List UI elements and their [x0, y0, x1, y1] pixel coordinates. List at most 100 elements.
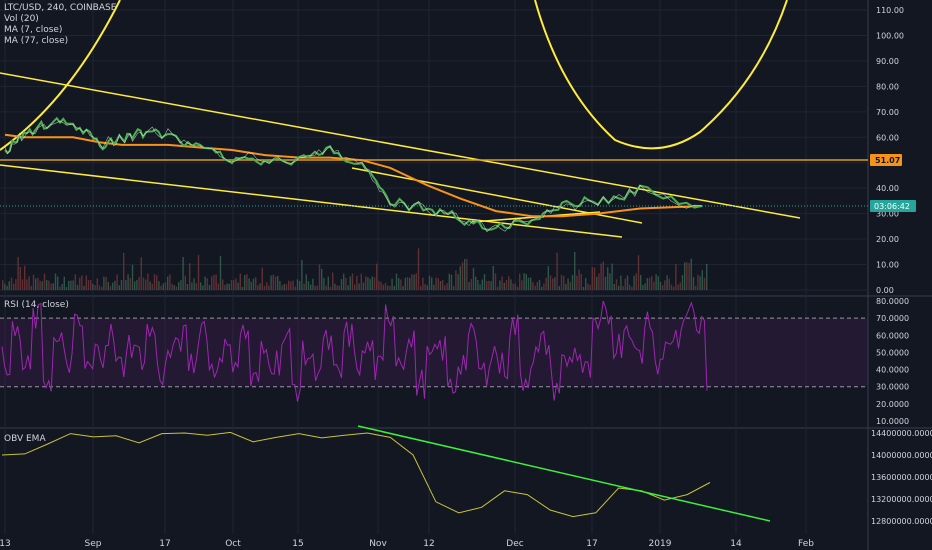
- volume-bar: [274, 276, 277, 290]
- price-tick-label: 80.00: [876, 82, 899, 91]
- volume-bar: [569, 282, 571, 290]
- volume-bar: [123, 252, 125, 290]
- volume-bar: [574, 251, 576, 290]
- volume-bar: [184, 275, 186, 290]
- volume-bar: [512, 283, 514, 290]
- symbol-title[interactable]: LTC/USD, 240, COINBASE: [4, 3, 117, 13]
- volume-bar: [65, 286, 68, 290]
- volume-bar: [228, 283, 230, 290]
- volume-bar: [239, 273, 241, 290]
- volume-bar: [697, 274, 699, 290]
- volume-bar: [448, 273, 450, 290]
- volume-bar: [57, 276, 59, 290]
- volume-bar: [50, 283, 52, 290]
- volume-bar: [558, 286, 560, 290]
- volume-bar: [74, 274, 76, 290]
- volume-bar: [468, 282, 470, 290]
- volume-bar: [703, 277, 706, 290]
- rsi-title[interactable]: RSI (14, close): [4, 300, 69, 310]
- volume-bar: [400, 279, 402, 290]
- volume-bar: [206, 278, 208, 290]
- price-tick-label: 0.00: [876, 286, 894, 295]
- price-tick-label: 30.00: [876, 210, 899, 219]
- volume-bar: [285, 284, 288, 290]
- volume-bar: [246, 274, 248, 290]
- volume-bar: [142, 277, 145, 290]
- x-tick-label: Oct: [225, 539, 241, 549]
- volume-bar: [263, 285, 266, 290]
- volume-bar: [666, 275, 668, 290]
- volume-bar: [28, 276, 30, 290]
- obv-trendline: [357, 425, 771, 522]
- volume-bar: [395, 273, 398, 290]
- volume-bar: [226, 283, 228, 290]
- volume-bar: [508, 276, 510, 290]
- obv-tick-label: 14000000.0000: [871, 451, 932, 460]
- volume-bar: [345, 277, 347, 290]
- volume-bar: [138, 276, 140, 290]
- volume-bar: [523, 273, 525, 290]
- volume-bar: [281, 285, 283, 290]
- volume-bar: [543, 283, 545, 290]
- volume-bar: [525, 274, 527, 290]
- price-tick-label: 20.00: [876, 235, 899, 244]
- volume-bar: [257, 285, 259, 290]
- volume-bar: [587, 283, 589, 290]
- volume-bar: [131, 264, 134, 290]
- volume-bar: [59, 286, 61, 290]
- volume-bar: [340, 279, 343, 290]
- vol-indicator-label[interactable]: Vol (20): [4, 14, 39, 24]
- volume-bar: [92, 283, 94, 290]
- volume-bar: [613, 283, 615, 290]
- volume-bar: [483, 274, 486, 290]
- volume-bar: [329, 286, 332, 290]
- volume-bar: [389, 286, 391, 290]
- volume-bar: [404, 277, 406, 290]
- volume-bar: [598, 273, 600, 290]
- volume-bar: [552, 278, 554, 290]
- volume-bar: [213, 274, 215, 290]
- volume-bar: [692, 277, 695, 290]
- ma7-line: [4, 116, 703, 231]
- volume-bar: [470, 279, 472, 290]
- volume-bar: [393, 285, 395, 290]
- volume-bar: [292, 280, 294, 290]
- volume-bar: [519, 273, 521, 290]
- volume-bar: [600, 263, 602, 290]
- ma7-indicator-label[interactable]: MA (7, close): [4, 25, 63, 35]
- volume-bar: [609, 273, 611, 290]
- volume-bar: [169, 274, 171, 290]
- ma77-indicator-label[interactable]: MA (77, close): [4, 36, 69, 46]
- obv-title[interactable]: OBV EMA: [4, 434, 46, 444]
- volume-bar: [63, 276, 65, 290]
- volume-bar: [230, 280, 233, 290]
- rsi-tick-label: 20.0000: [876, 400, 909, 409]
- volume-bar: [554, 277, 556, 290]
- volume-bars: [2, 248, 708, 290]
- volume-bar: [107, 281, 109, 290]
- volume-bar: [589, 284, 591, 290]
- volume-bar: [596, 276, 598, 290]
- volume-bar: [699, 276, 701, 290]
- volume-bar: [96, 278, 98, 290]
- volume-bar: [114, 280, 116, 290]
- volume-bar: [79, 277, 81, 290]
- volume-bar: [556, 252, 558, 290]
- price-tick-label: 90.00: [876, 57, 899, 66]
- volume-bar: [191, 282, 193, 290]
- volume-bar: [283, 283, 285, 290]
- volume-bar: [631, 286, 633, 290]
- x-tick-label: 17: [159, 539, 170, 549]
- volume-bar: [332, 272, 334, 290]
- volume-bar: [103, 276, 105, 290]
- volume-bar: [46, 280, 48, 290]
- volume-bar: [189, 263, 191, 290]
- volume-bar: [571, 274, 574, 290]
- volume-bar: [501, 276, 503, 290]
- volume-bar: [43, 273, 46, 290]
- volume-bar: [334, 283, 336, 290]
- price-tick-label: 100.00: [876, 31, 904, 40]
- volume-bar: [670, 284, 673, 290]
